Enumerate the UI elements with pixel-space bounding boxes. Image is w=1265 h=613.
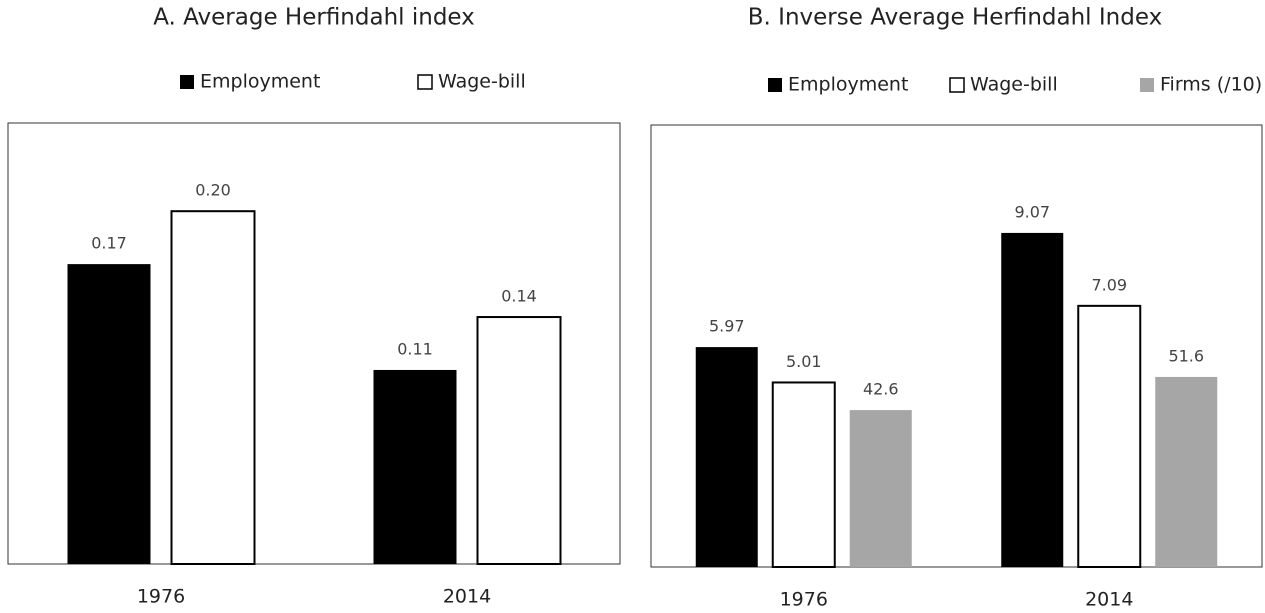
legend-swatch — [417, 74, 433, 90]
value-label: 0.17 — [91, 234, 127, 253]
legend-swatch — [768, 78, 782, 92]
plot-area — [7, 122, 621, 565]
bar — [849, 410, 912, 567]
plot-area — [650, 124, 1263, 568]
legend-swatch — [1140, 78, 1154, 92]
x-tick-label: 1976 — [137, 586, 185, 608]
x-tick-label: 1976 — [780, 589, 828, 611]
legend-label: Employment — [200, 71, 320, 93]
legend-swatch — [180, 75, 194, 89]
value-label: 7.09 — [1091, 275, 1127, 294]
value-label: 0.20 — [195, 181, 231, 200]
bar — [695, 347, 758, 567]
bar — [476, 316, 562, 566]
bar — [771, 381, 836, 568]
bar — [1155, 376, 1218, 567]
legend-label: Firms (/10) — [1160, 74, 1262, 96]
bar — [1077, 304, 1142, 568]
legend-label: Employment — [788, 74, 908, 96]
legend-label: Wage-bill — [438, 71, 526, 93]
value-label: 0.14 — [501, 287, 537, 306]
x-tick-label: 2014 — [1085, 589, 1133, 611]
x-tick-label: 2014 — [443, 586, 491, 608]
bar — [170, 210, 256, 565]
value-label: 9.07 — [1014, 202, 1050, 221]
value-label: 5.01 — [786, 352, 822, 371]
legend-swatch — [949, 77, 965, 93]
value-label: 42.6 — [863, 380, 899, 399]
value-label: 51.6 — [1168, 346, 1204, 365]
chart-title: B. Inverse Average Herfindahl Index — [748, 5, 1162, 31]
bar — [1001, 232, 1064, 567]
bar — [67, 264, 151, 564]
value-label: 5.97 — [709, 317, 745, 336]
bar — [373, 369, 457, 564]
value-label: 0.11 — [397, 339, 433, 358]
legend-label: Wage-bill — [970, 74, 1058, 96]
chart-title: A. Average Herfindahl index — [153, 5, 475, 31]
